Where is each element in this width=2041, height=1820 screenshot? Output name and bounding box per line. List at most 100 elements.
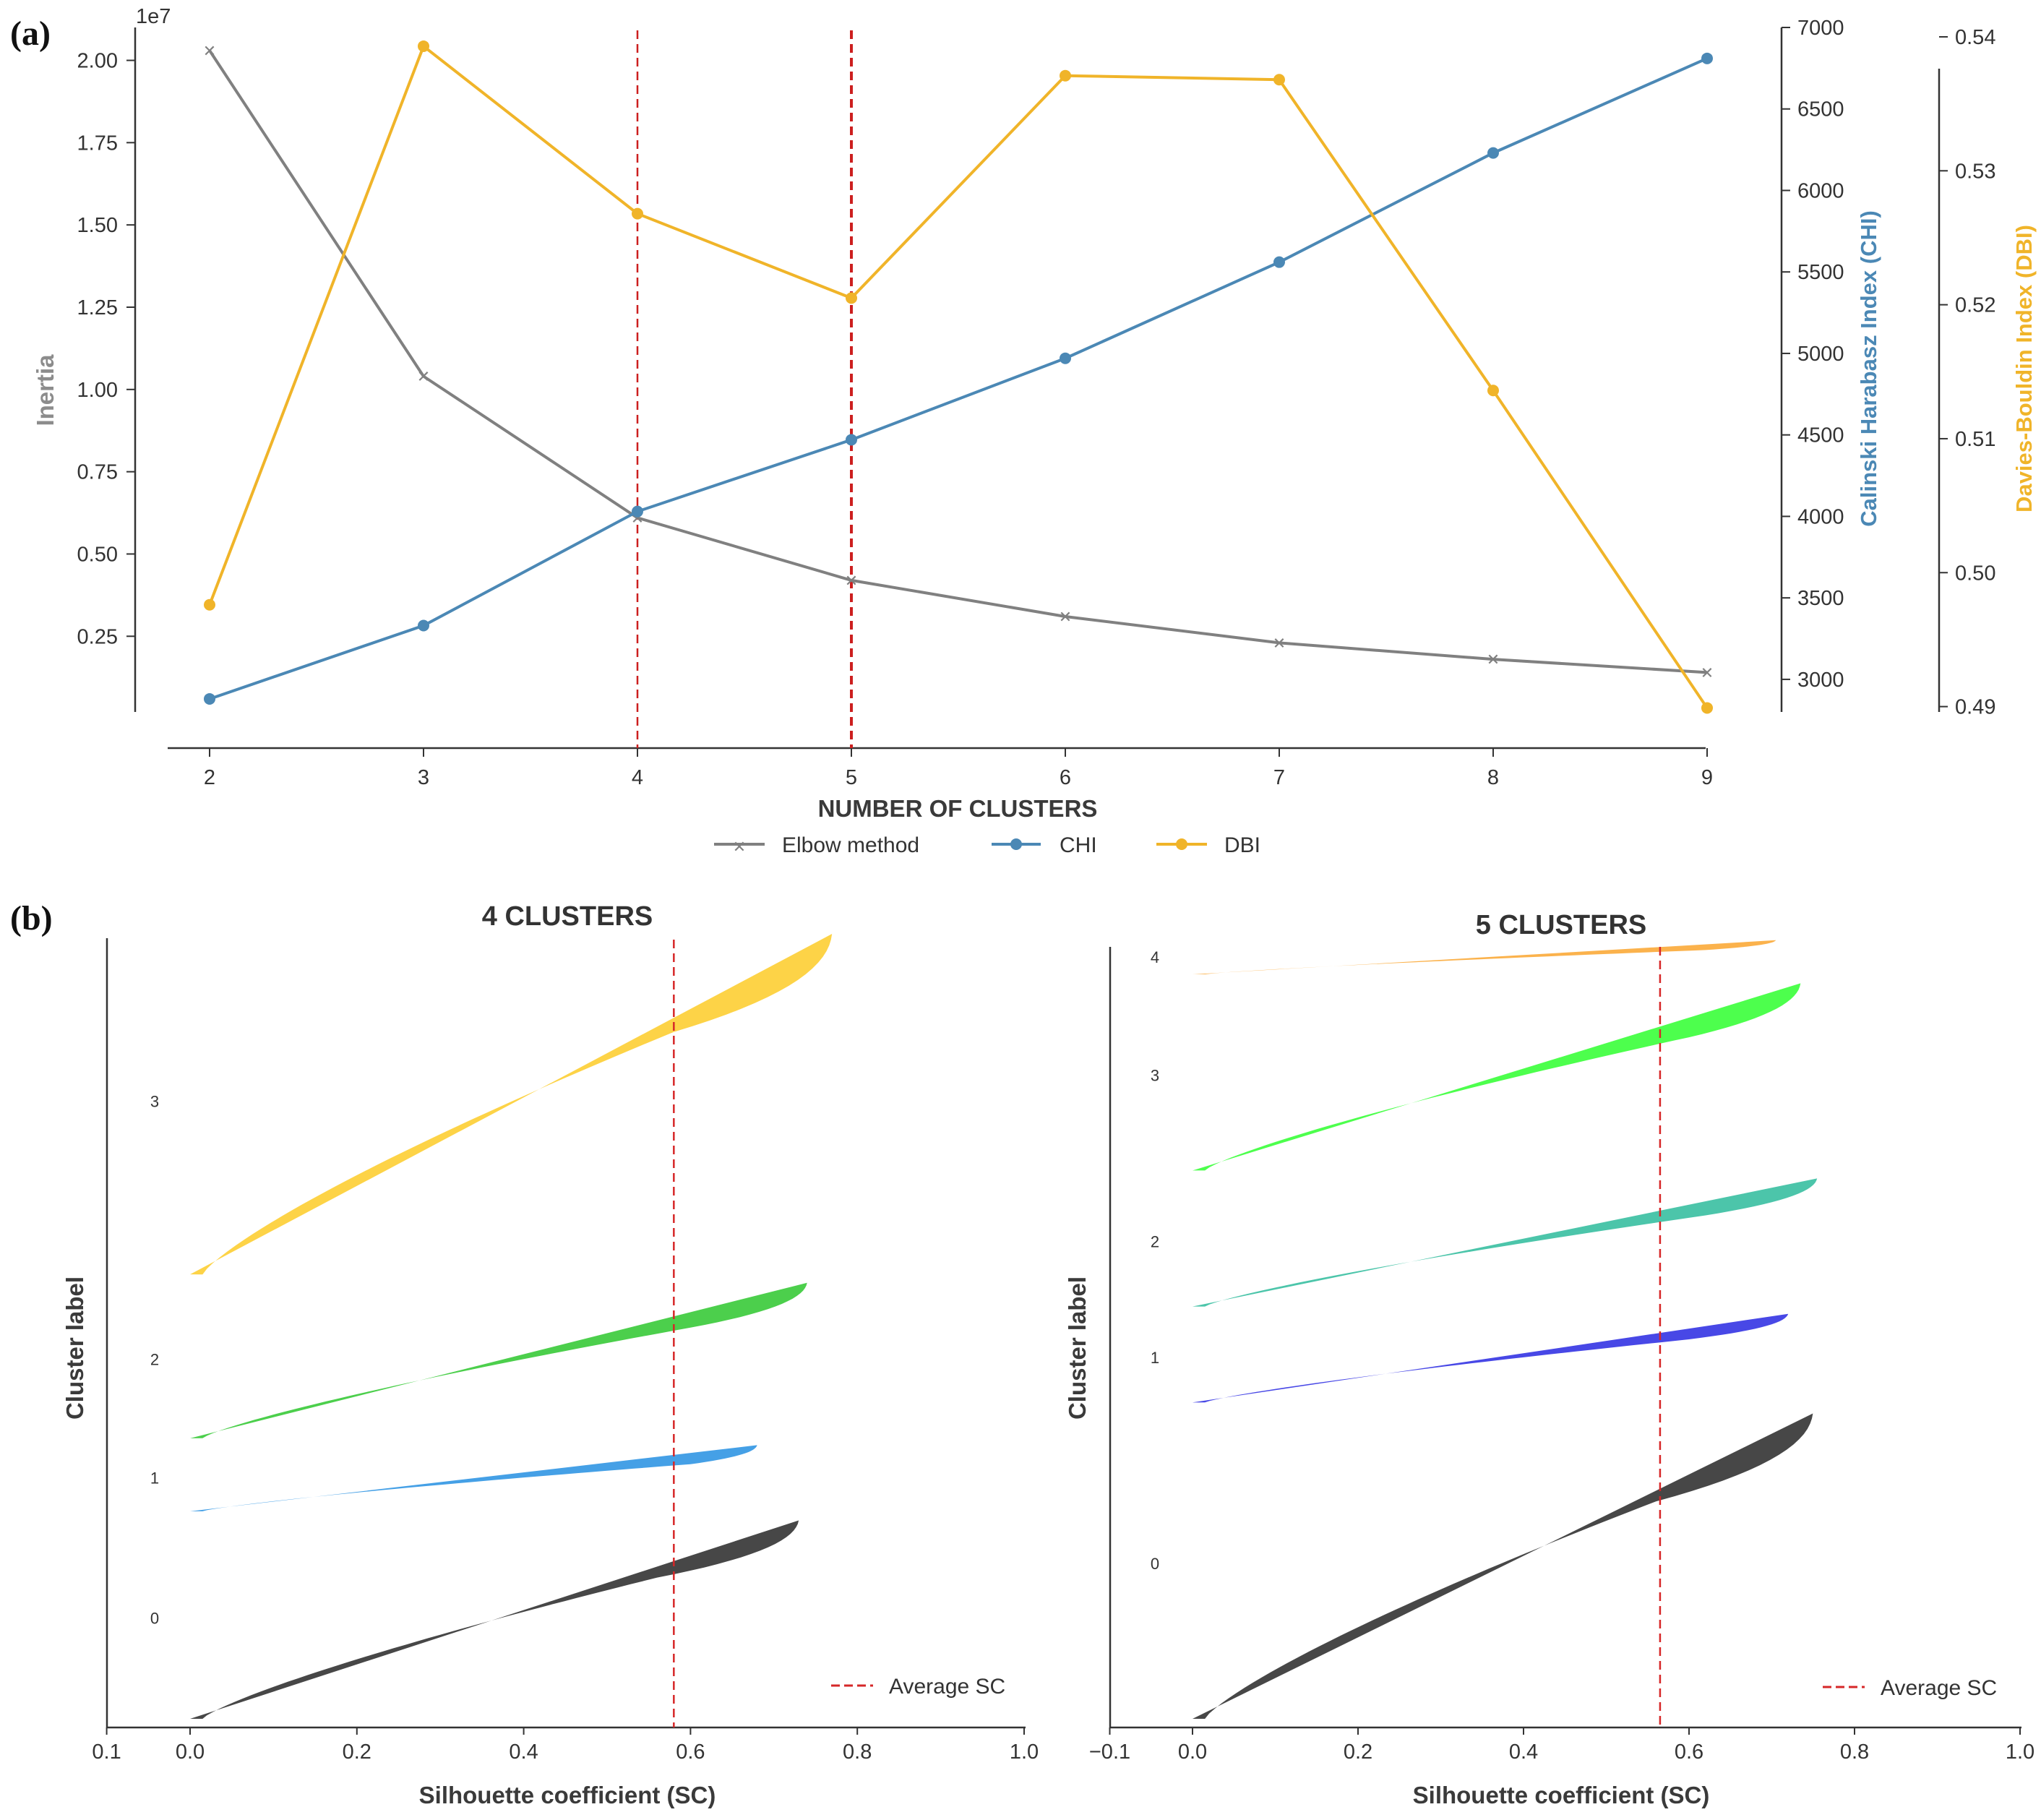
dbi-point <box>1273 74 1285 86</box>
cluster-4-silhouette <box>1193 940 1776 975</box>
dbi-point <box>204 598 215 611</box>
left-tick-label: 1.75 <box>77 132 118 155</box>
inertia-exponent-label: 1e7 <box>136 5 171 28</box>
right2-tick-label: 0.52 <box>1955 294 1995 317</box>
cluster-label-0: 0 <box>1151 1555 1159 1573</box>
inertia-ticks: 0.25 0.50 0.75 1.00 1.25 1.50 1.75 2.00 <box>77 50 135 648</box>
x-tick-label: 8 <box>1487 766 1499 789</box>
legend-dbi-marker <box>1176 838 1187 850</box>
dbi-ticks: 0.49 0.50 0.51 0.52 0.53 0.54 <box>1939 26 1995 719</box>
right1-tick-label: 6000 <box>1797 179 1844 202</box>
silhouette-5-clusters: 5 CLUSTERS −0.1 0.0 0.2 0.4 0.6 0.8 1.0 Silhouet… <box>1064 910 2034 1808</box>
silhouette-x-tick-label: 0.2 <box>1344 1740 1372 1764</box>
inertia-axis-title: Inertia <box>32 354 59 426</box>
cluster-1-silhouette <box>190 1445 757 1511</box>
right1-tick-label: 7000 <box>1797 17 1844 40</box>
cluster-3-silhouette <box>190 934 833 1275</box>
left-tick-label: 1.00 <box>77 379 118 402</box>
dbi-point <box>632 207 643 220</box>
left-tick-label: 0.25 <box>77 625 118 648</box>
chi-axis-title: Calinski Harabasz Index (CHI) <box>1856 210 1881 527</box>
dbi-point <box>1060 69 1071 82</box>
right1-tick-label: 5500 <box>1797 261 1844 284</box>
silhouette-x-title: Silhouette coefficient (SC) <box>419 1782 716 1808</box>
cluster-label-2: 2 <box>1151 1232 1159 1250</box>
x-tick-label: 2 <box>204 766 215 789</box>
silhouette-x-tick-label: 0.4 <box>1509 1740 1538 1764</box>
dbi-axis-title: Davies-Bouldin Index (DBI) <box>2011 225 2037 512</box>
cluster-label-3: 3 <box>150 1093 159 1111</box>
right2-tick-label: 0.51 <box>1955 428 1995 451</box>
x-tick-label: 3 <box>418 766 429 789</box>
dbi-point <box>418 40 429 52</box>
chi-point <box>1060 352 1071 364</box>
silhouette-x-tick-label: 0.4 <box>509 1740 538 1764</box>
left-tick-label: 0.75 <box>77 461 118 484</box>
dbi-point <box>1487 385 1499 397</box>
left-tick-label: 1.25 <box>77 296 118 319</box>
silhouette-x-title: Silhouette coefficient (SC) <box>1413 1782 1710 1808</box>
left-tick-label: 2.00 <box>77 50 118 73</box>
silhouette-4-clusters: 4 CLUSTERS 0.1 0.0 0.2 0.4 0.6 0.8 1.0 Silhouett… <box>61 901 1039 1808</box>
cluster-count-ticks: 2 3 4 5 6 7 8 9 <box>204 748 1713 789</box>
elbow-point: ✕ <box>1059 609 1072 627</box>
cluster-label-4: 4 <box>1151 948 1159 966</box>
x-tick-label: 9 <box>1701 766 1713 789</box>
silhouette-title: 4 CLUSTERS <box>482 901 653 932</box>
cluster-0-silhouette <box>190 1520 799 1719</box>
silhouette-x-tick-label: 0.8 <box>843 1740 872 1764</box>
cluster-label-1: 1 <box>150 1469 159 1487</box>
right1-tick-label: 4000 <box>1797 505 1844 528</box>
elbow-point: ✕ <box>1487 651 1500 669</box>
series-lines: ✕✕✕✕✕✕✕✕ <box>203 40 1714 714</box>
right2-tick-label: 0.54 <box>1955 26 1995 49</box>
silhouette-x-tick-label: 0.6 <box>676 1740 705 1764</box>
right1-tick-label: 3500 <box>1797 587 1844 610</box>
cluster-label-2: 2 <box>150 1351 159 1369</box>
cluster-3-silhouette <box>1193 983 1801 1171</box>
silhouette-x-tick-label: 0.8 <box>1840 1740 1869 1764</box>
selected-k-lines <box>636 30 853 748</box>
cluster-label-1: 1 <box>1151 1349 1159 1367</box>
silhouette-x-tick-label: 0.0 <box>1178 1740 1207 1764</box>
silhouette-title: 5 CLUSTERS <box>1476 910 1646 940</box>
series-line-dbi <box>208 43 1709 709</box>
legend-elbow-marker: ✕ <box>733 838 746 857</box>
cluster-2-silhouette <box>1193 1178 1818 1307</box>
silhouette-x-tick-label: 1.0 <box>1010 1740 1039 1764</box>
series-line-chi <box>209 57 1708 700</box>
silhouette-y-title: Cluster label <box>1064 1276 1091 1420</box>
right2-tick-label: 0.53 <box>1955 160 1995 183</box>
silhouette-x-tick-label: 1.0 <box>2006 1740 2034 1764</box>
silhouette-x-tick-label: 0.0 <box>176 1740 205 1764</box>
elbow-point: ✕ <box>845 572 858 591</box>
legend-average-sc-label: Average SC <box>1881 1676 1997 1700</box>
silhouette-x-tick-label: 0.1 <box>92 1740 121 1764</box>
panel-a-label: (a) <box>10 14 51 53</box>
x-tick-label: 7 <box>1273 766 1285 789</box>
panel-a-line-chart: (a) 1e7 0.25 0.50 0.75 1.00 1.25 1.50 1.75 2.00… <box>10 5 2037 857</box>
series-line-elbow-method <box>208 49 1708 674</box>
legend-dbi-label: DBI <box>1224 833 1260 857</box>
chi-point <box>1701 52 1713 64</box>
silhouette-y-title: Cluster label <box>61 1276 88 1420</box>
legend: ✕ Elbow method CHI DBI <box>714 833 1260 857</box>
legend-elbow-label: Elbow method <box>782 833 919 857</box>
chi-point <box>1273 256 1285 268</box>
elbow-point: ✕ <box>203 43 216 61</box>
x-tick-label: 6 <box>1060 766 1071 789</box>
legend-chi-marker <box>1010 838 1022 850</box>
x-tick-label: 4 <box>632 766 643 789</box>
cluster-label-3: 3 <box>1151 1067 1159 1085</box>
right1-tick-label: 3000 <box>1797 669 1844 692</box>
right1-tick-label: 6500 <box>1797 98 1844 121</box>
cluster-0-silhouette <box>1193 1413 1813 1719</box>
x-axis-title: NUMBER OF CLUSTERS <box>818 795 1098 822</box>
right1-tick-label: 5000 <box>1797 343 1844 366</box>
chi-point <box>1487 147 1499 159</box>
dbi-point <box>1701 702 1713 714</box>
right2-tick-label: 0.50 <box>1955 562 1995 585</box>
chi-point <box>418 619 429 632</box>
silhouette-x-tick-label: 0.2 <box>343 1740 371 1764</box>
